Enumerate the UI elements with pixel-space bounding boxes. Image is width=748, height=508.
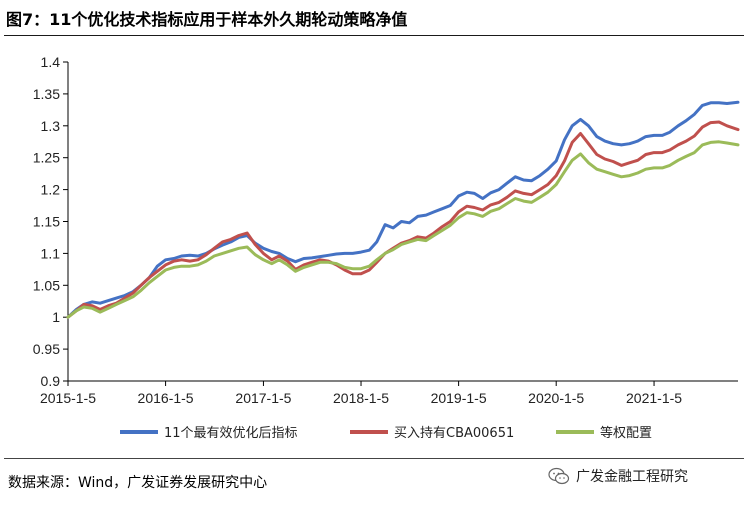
y-tick-label: 1.05 bbox=[33, 277, 60, 293]
x-tick-label: 2017-1-5 bbox=[235, 390, 291, 406]
source-note: 数据来源：Wind，广发证券发展研究中心 bbox=[8, 475, 268, 491]
legend-label: 等权配置 bbox=[600, 425, 652, 441]
line-chart: 0.9 0.95 1 1.05 1.1 1.15 1.2 1.25 1.3 1.35 1.4 201… bbox=[33, 54, 740, 441]
y-tick-label: 1.1 bbox=[41, 245, 61, 261]
x-tick-label: 2019-1-5 bbox=[431, 390, 487, 406]
legend-label: 买入持有CBA00651 bbox=[394, 426, 514, 441]
y-tick-label: 1.2 bbox=[41, 182, 61, 198]
series-line-3 bbox=[66, 140, 740, 319]
figure-title: 图7：11个优化技术指标应用于样本外久期轮动策略净值 bbox=[6, 10, 408, 29]
title-divider bbox=[4, 35, 744, 36]
y-tick-label: 1.15 bbox=[33, 214, 60, 230]
y-tick-label: 1 bbox=[52, 309, 60, 325]
y-tick-label: 1.35 bbox=[33, 86, 60, 102]
x-tick-label: 2020-1-5 bbox=[528, 390, 584, 406]
y-tick-label: 1.3 bbox=[41, 118, 61, 134]
wechat-icon bbox=[548, 467, 570, 485]
watermark: 广发金融工程研究 bbox=[548, 466, 688, 486]
series-lines bbox=[66, 100, 740, 319]
y-tick-label: 0.9 bbox=[41, 373, 61, 389]
x-tick-label: 2016-1-5 bbox=[138, 390, 194, 406]
x-tick-label: 2015-1-5 bbox=[40, 390, 96, 406]
y-tick-label: 0.95 bbox=[33, 341, 60, 357]
chart-legend: 11个最有效优化后指标 买入持有CBA00651 等权配置 bbox=[120, 425, 652, 441]
footer-divider bbox=[4, 458, 744, 459]
y-tick-label: 1.25 bbox=[33, 150, 60, 166]
watermark-text: 广发金融工程研究 bbox=[576, 469, 688, 485]
series-line-2 bbox=[66, 120, 740, 319]
y-tick-label: 1.4 bbox=[41, 54, 61, 70]
y-axis-ticks: 0.9 0.95 1 1.05 1.1 1.15 1.2 1.25 1.3 1.35 1.4 bbox=[33, 54, 68, 389]
x-tick-label: 2018-1-5 bbox=[333, 390, 389, 406]
legend-label: 11个最有效优化后指标 bbox=[164, 426, 298, 441]
x-tick-label: 2021-1-5 bbox=[626, 390, 682, 406]
series-line-1 bbox=[66, 100, 740, 319]
x-axis-ticks: 2015-1-5 2016-1-5 2017-1-5 2018-1-5 2019-1-5… bbox=[40, 381, 682, 406]
